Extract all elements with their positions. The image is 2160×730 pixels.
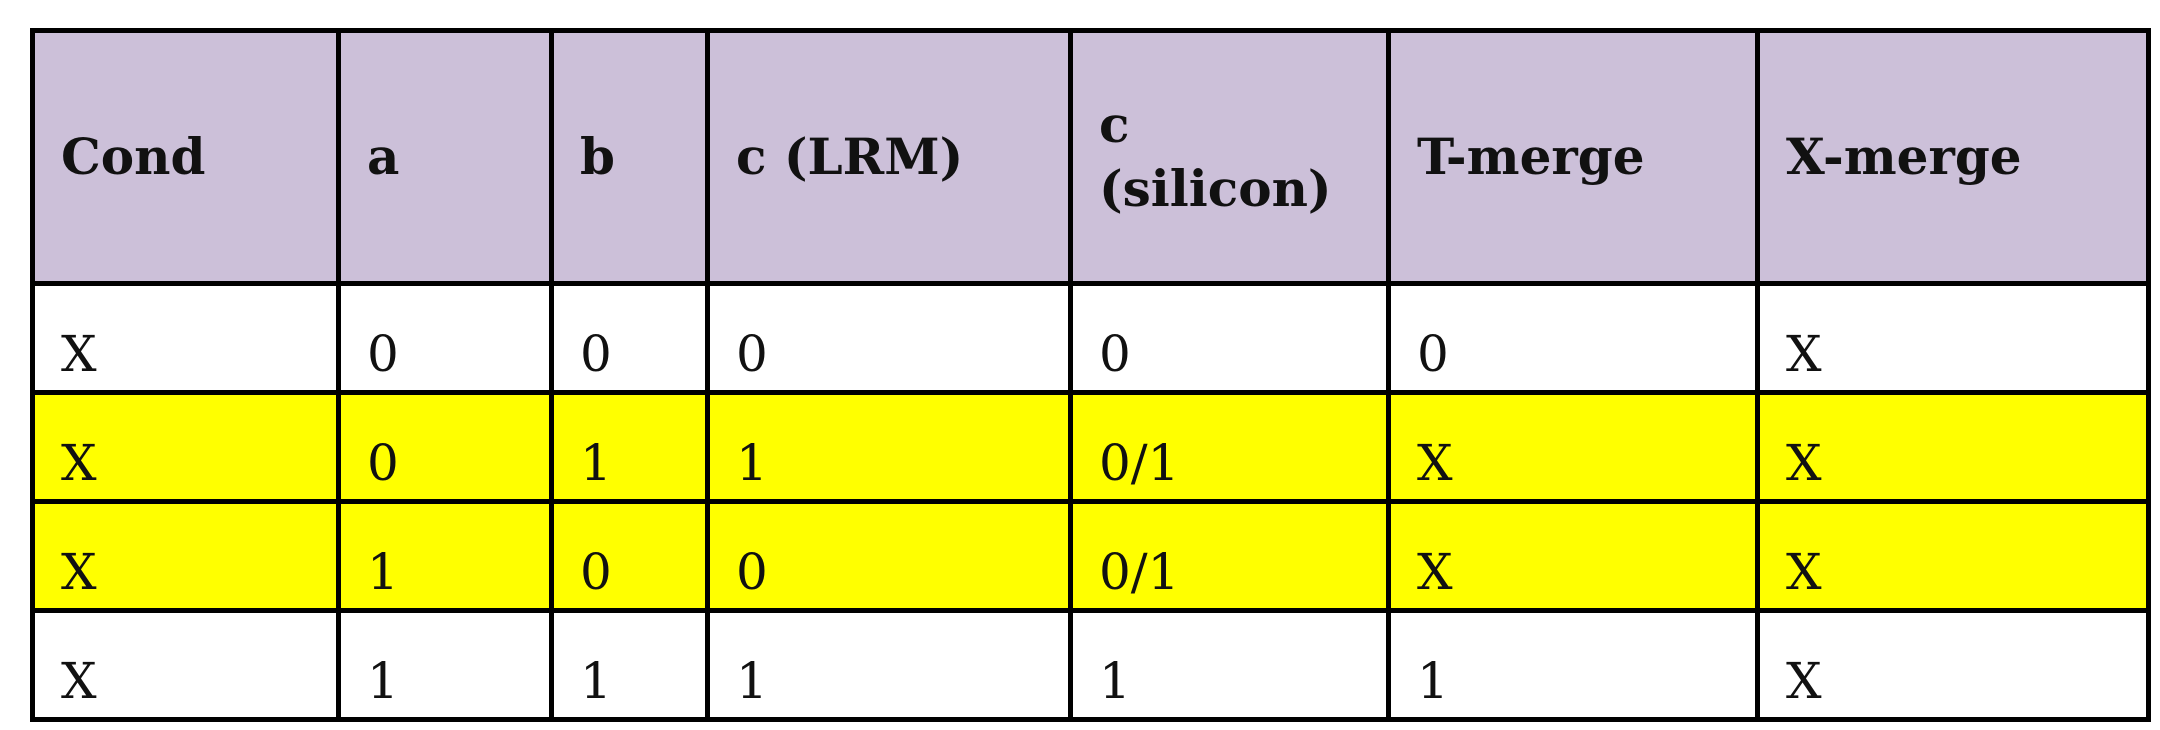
header-b: b — [549, 28, 710, 286]
truth-table: Cond a b c (LRM) c (silicon) T-merge X-m… — [30, 28, 2151, 722]
cell-b: 0 — [549, 281, 710, 395]
cell-b: 1 — [549, 608, 710, 722]
header-x-merge: X-merge — [1755, 28, 2151, 286]
cell-c-silicon: 0 — [1068, 281, 1391, 395]
header-c-silicon: c (silicon) — [1068, 28, 1391, 286]
cell-t-merge: X — [1386, 499, 1760, 613]
cell-b: 1 — [549, 390, 710, 504]
header-t-merge: T-merge — [1386, 28, 1760, 286]
cell-c-lrm: 0 — [705, 281, 1073, 395]
header-c-lrm: c (LRM) — [705, 28, 1073, 286]
cell-t-merge: X — [1386, 390, 1760, 504]
cell-b: 0 — [549, 499, 710, 613]
cell-c-silicon: 0/1 — [1068, 390, 1391, 504]
cell-t-merge: 1 — [1386, 608, 1760, 722]
cell-cond: X — [30, 281, 341, 395]
cell-cond: X — [30, 608, 341, 722]
cell-t-merge: 0 — [1386, 281, 1760, 395]
cell-a: 1 — [336, 499, 554, 613]
table-row-highlighted: X 0 1 1 0/1 X X — [30, 390, 2151, 504]
table-row: X 1 1 1 1 1 X — [30, 608, 2151, 722]
cell-x-merge: X — [1755, 499, 2151, 613]
header-a: a — [336, 28, 554, 286]
cell-c-lrm: 0 — [705, 499, 1073, 613]
cell-a: 0 — [336, 281, 554, 395]
cell-c-silicon: 1 — [1068, 608, 1391, 722]
cell-c-lrm: 1 — [705, 608, 1073, 722]
cell-c-lrm: 1 — [705, 390, 1073, 504]
cell-a: 1 — [336, 608, 554, 722]
table-row-highlighted: X 1 0 0 0/1 X X — [30, 499, 2151, 613]
table-row: X 0 0 0 0 0 X — [30, 281, 2151, 395]
header-cond: Cond — [30, 28, 341, 286]
cell-x-merge: X — [1755, 390, 2151, 504]
cell-x-merge: X — [1755, 281, 2151, 395]
cell-cond: X — [30, 499, 341, 613]
cell-x-merge: X — [1755, 608, 2151, 722]
header-row: Cond a b c (LRM) c (silicon) T-merge X-m… — [30, 28, 2151, 286]
truth-table-container: Cond a b c (LRM) c (silicon) T-merge X-m… — [30, 28, 2151, 722]
cell-c-silicon: 0/1 — [1068, 499, 1391, 613]
cell-cond: X — [30, 390, 341, 504]
cell-a: 0 — [336, 390, 554, 504]
